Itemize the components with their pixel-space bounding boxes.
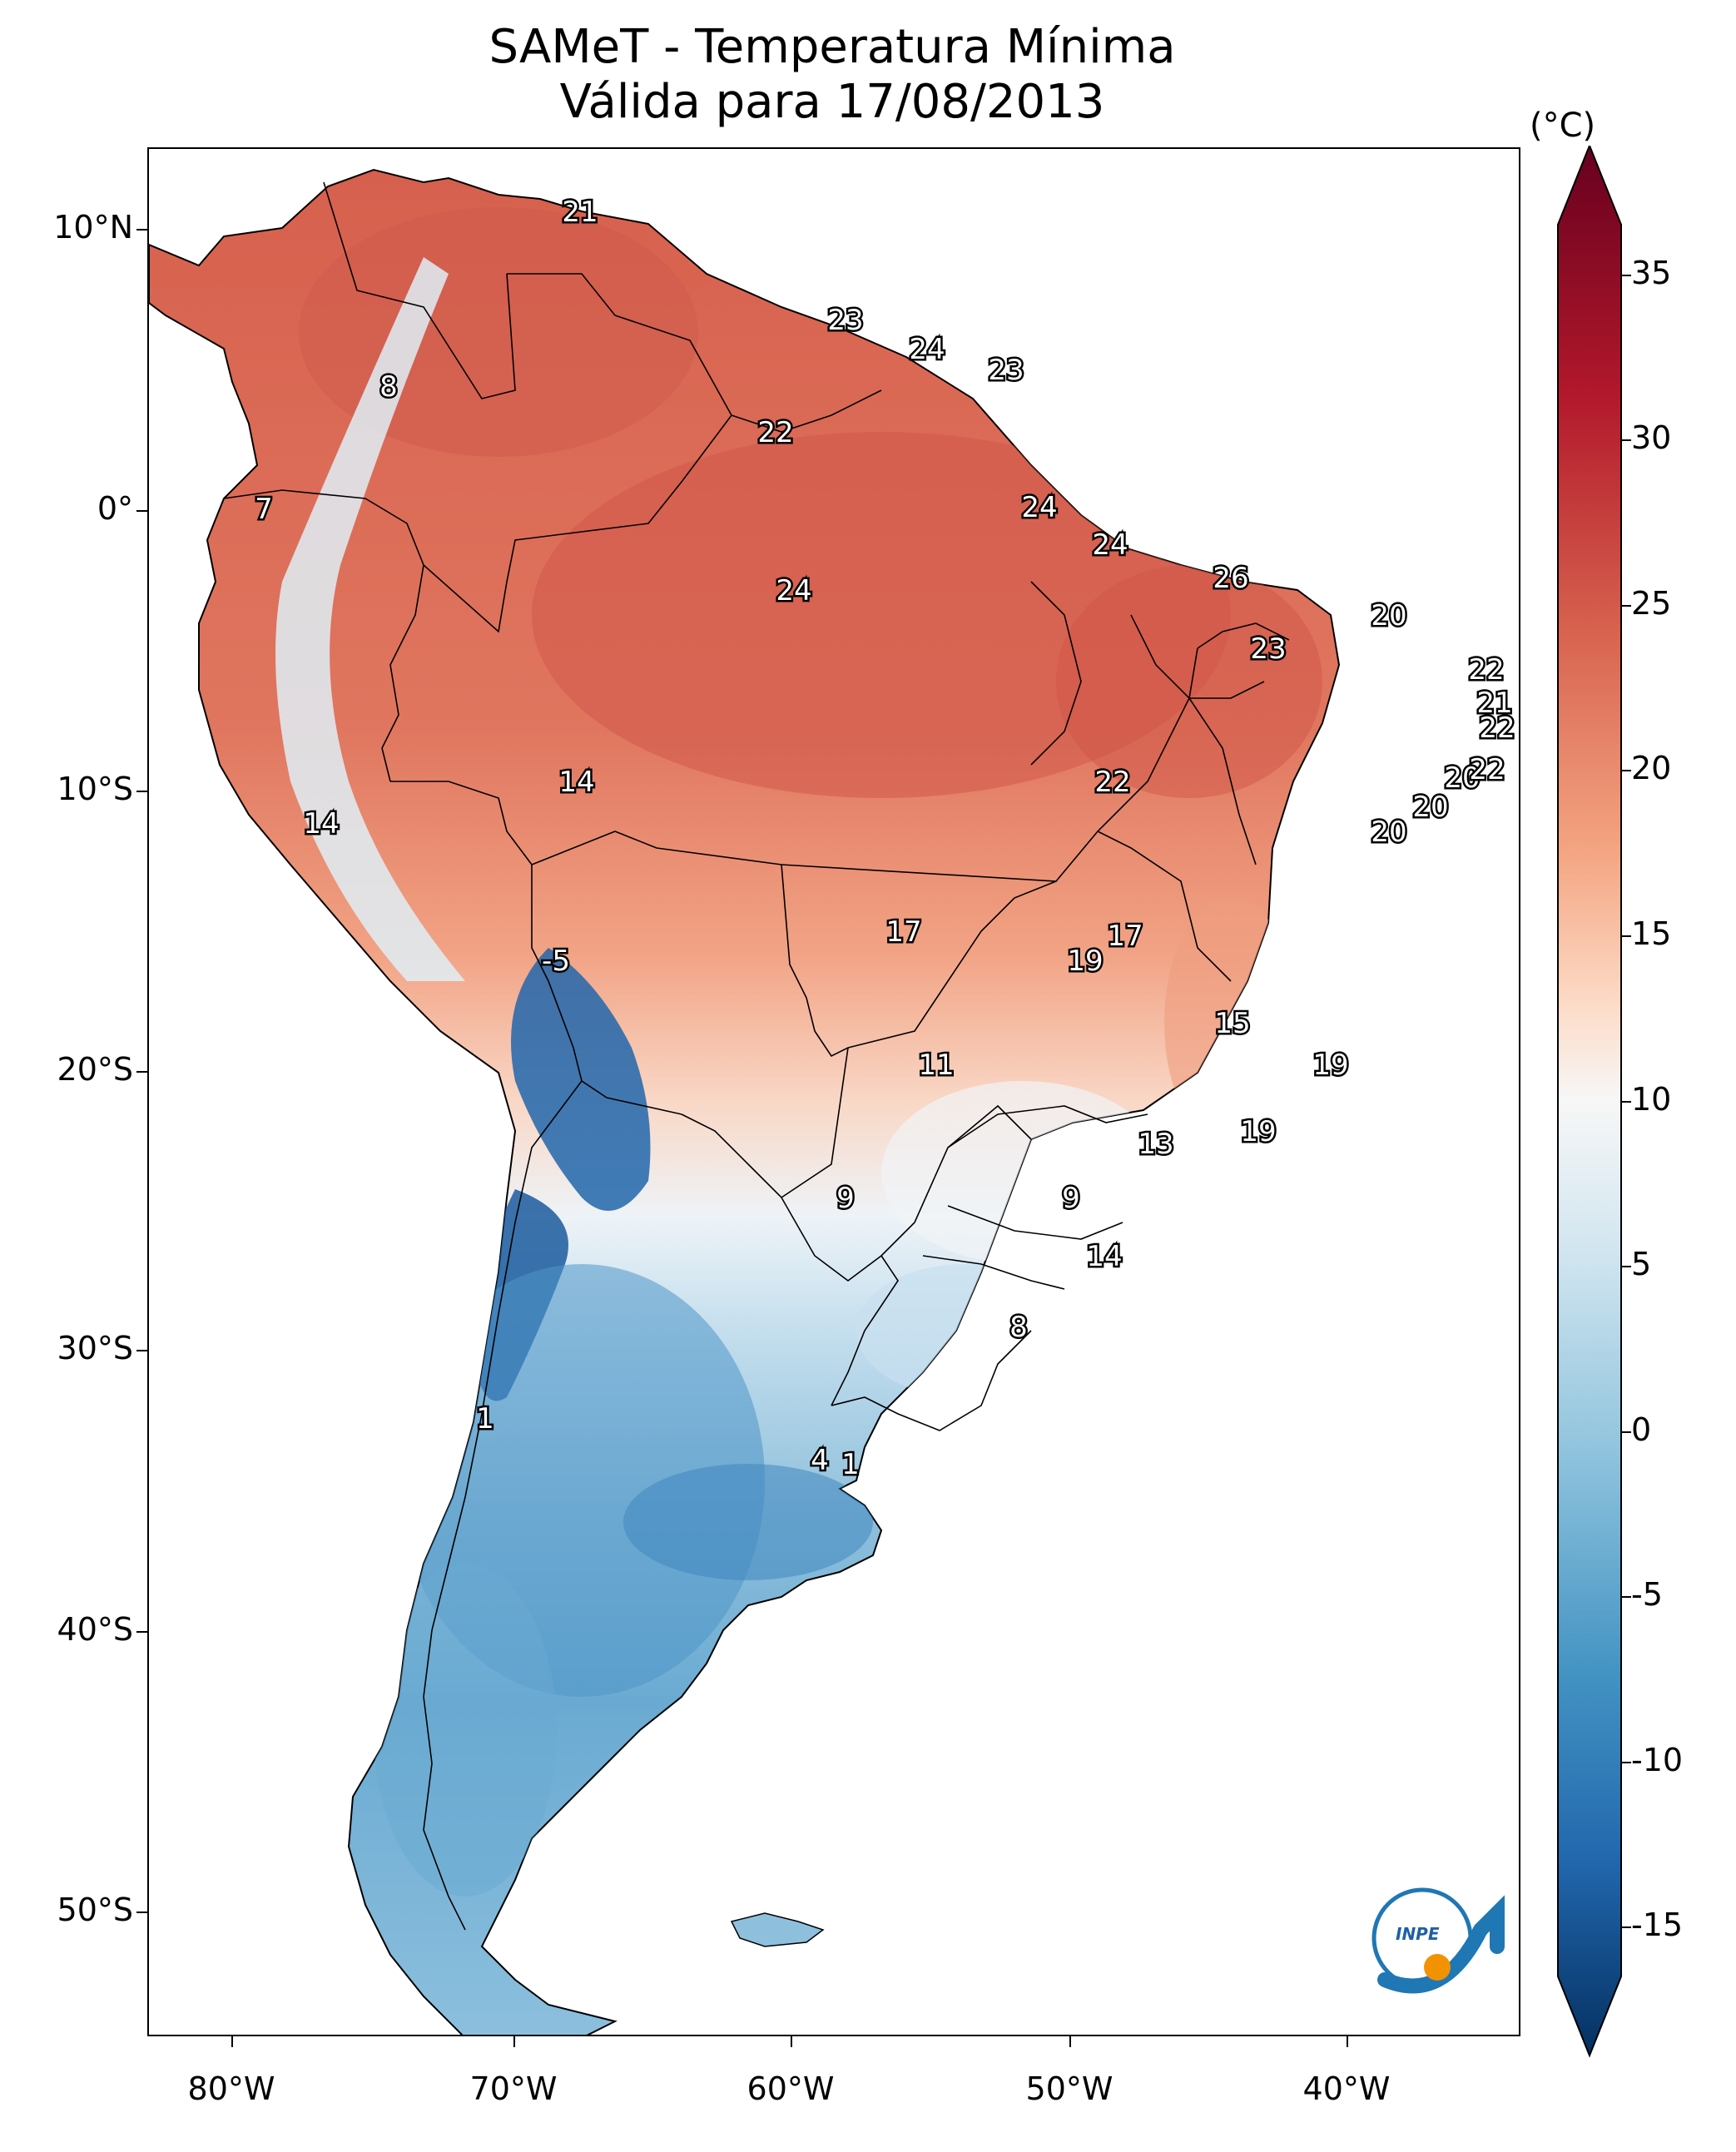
station-temperature-label: 20 bbox=[1444, 761, 1480, 795]
latitude-tick-mark bbox=[136, 1912, 147, 1913]
longitude-tick-label: 70°W bbox=[469, 2070, 558, 2107]
colorbar-tick-label: 35 bbox=[1631, 254, 1672, 291]
longitude-tick-mark bbox=[1347, 2036, 1348, 2047]
station-temperature-label: 9 bbox=[1062, 1182, 1080, 1215]
colorbar-tick-mark bbox=[1621, 439, 1631, 442]
station-temperature-label: 23 bbox=[1250, 632, 1286, 666]
latitude-tick-label: 40°S bbox=[57, 1611, 133, 1648]
station-temperature-label: -5 bbox=[542, 945, 570, 978]
station-temperature-label: 14 bbox=[1086, 1240, 1122, 1273]
latitude-tick-mark bbox=[136, 1631, 147, 1633]
title-line-1: SAMeT - Temperatura Mínima bbox=[489, 20, 1176, 74]
colorbar bbox=[1557, 146, 1622, 2058]
station-temperature-label: 20 bbox=[1412, 791, 1448, 824]
colorbar-tick-label: -5 bbox=[1631, 1576, 1663, 1614]
station-temperature-label: 14 bbox=[558, 766, 594, 799]
longitude-tick-mark bbox=[513, 2036, 515, 2047]
longitude-tick-mark bbox=[791, 2036, 792, 2047]
longitude-tick-label: 40°W bbox=[1302, 2070, 1391, 2107]
station-temperature-label: 22 bbox=[1094, 766, 1130, 799]
station-temperature-label: 8 bbox=[379, 370, 398, 404]
station-temperature-label: 24 bbox=[1021, 491, 1057, 524]
station-temperature-label: 4 bbox=[811, 1444, 829, 1477]
colorbar-tick-label: 0 bbox=[1631, 1411, 1652, 1448]
station-temperature-label: 24 bbox=[1092, 528, 1128, 562]
station-temperature-label: 26 bbox=[1213, 562, 1248, 595]
station-temperature-label: 21 bbox=[562, 196, 598, 229]
latitude-tick-label: 20°S bbox=[57, 1051, 133, 1088]
colorbar-tick-label: 10 bbox=[1631, 1080, 1672, 1118]
colorbar-tick-mark bbox=[1621, 1431, 1631, 1433]
station-temperature-label: 23 bbox=[988, 354, 1024, 387]
station-temperature-label: 22 bbox=[1469, 753, 1505, 786]
inpe-logo-icon: INPE bbox=[1371, 1887, 1505, 1994]
longitude-tick-mark bbox=[1069, 2036, 1071, 2047]
colorbar-tick-label: -10 bbox=[1631, 1741, 1684, 1778]
colorbar-tick-mark bbox=[1621, 1926, 1631, 1929]
latitude-tick-label: 50°S bbox=[57, 1892, 133, 1928]
station-temperature-label: 19 bbox=[1067, 945, 1103, 978]
station-temperature-label: 17 bbox=[885, 915, 921, 949]
colorbar-tick-mark bbox=[1621, 770, 1631, 772]
colorbar-tick-label: 5 bbox=[1631, 1246, 1652, 1283]
map-title: SAMeT - Temperatura Mínima Válida para 1… bbox=[0, 20, 1664, 130]
station-temperature-label: 14 bbox=[303, 807, 339, 840]
falkland-islands bbox=[730, 1912, 825, 1947]
colorbar-tick-label: 20 bbox=[1631, 750, 1672, 787]
latitude-tick-mark bbox=[136, 1350, 147, 1351]
station-temperature-label: 20 bbox=[1371, 816, 1406, 849]
colorbar-tick-mark bbox=[1621, 1761, 1631, 1763]
station-temperature-label: 22 bbox=[757, 416, 793, 449]
latitude-tick-mark bbox=[136, 229, 147, 231]
latitude-tick-label: 0° bbox=[97, 490, 133, 527]
colorbar-tick-mark bbox=[1621, 274, 1631, 276]
colorbar-tick-mark bbox=[1621, 1100, 1631, 1103]
colorbar-tick-label: 15 bbox=[1631, 915, 1672, 952]
longitude-tick-label: 80°W bbox=[187, 2070, 275, 2107]
station-temperature-label: 24 bbox=[909, 333, 945, 366]
colorbar-tick-mark bbox=[1621, 1596, 1631, 1599]
country-borders bbox=[223, 181, 1290, 1931]
station-temperature-label: 23 bbox=[827, 304, 863, 337]
title-line-2: Válida para 17/08/2013 bbox=[559, 75, 1105, 129]
latitude-tick-label: 30°S bbox=[57, 1330, 133, 1366]
latitude-tick-mark bbox=[136, 791, 147, 792]
temperature-field bbox=[275, 207, 1322, 1897]
station-temperature-label: 20 bbox=[1371, 599, 1406, 632]
station-temperature-label: 22 bbox=[1468, 653, 1504, 687]
colorbar-tick-label: 30 bbox=[1631, 419, 1672, 457]
colorbar-unit: (°C) bbox=[1530, 107, 1596, 145]
colorbar-tick-label: -15 bbox=[1631, 1907, 1684, 1944]
station-temperature-label: 7 bbox=[255, 493, 273, 526]
station-temperature-label: 17 bbox=[1107, 920, 1143, 953]
station-temperature-label: 19 bbox=[1240, 1115, 1276, 1148]
station-temperature-label: 1 bbox=[476, 1402, 494, 1435]
station-temperature-label: 13 bbox=[1138, 1128, 1173, 1161]
station-temperature-label: 24 bbox=[776, 574, 811, 607]
longitude-tick-label: 50°W bbox=[1025, 2070, 1114, 2107]
colorbar-tick-label: 25 bbox=[1631, 584, 1672, 622]
colorbar-tick-mark bbox=[1621, 604, 1631, 607]
inpe-logo-text: INPE bbox=[1396, 1924, 1440, 1944]
longitude-tick-label: 60°W bbox=[746, 2070, 835, 2107]
latitude-tick-mark bbox=[136, 1071, 147, 1073]
station-temperature-label: 8 bbox=[1009, 1311, 1028, 1344]
latitude-tick-mark bbox=[136, 510, 147, 512]
station-temperature-label: 11 bbox=[918, 1049, 954, 1082]
colorbar-tick-mark bbox=[1621, 1266, 1631, 1268]
station-temperature-label: 15 bbox=[1214, 1007, 1250, 1040]
station-temperature-label: 1 bbox=[841, 1448, 860, 1481]
station-temperature-label: 21 bbox=[1476, 687, 1512, 720]
station-temperature-label: 9 bbox=[836, 1182, 855, 1215]
latitude-tick-label: 10°N bbox=[53, 209, 133, 245]
latitude-tick-label: 10°S bbox=[57, 771, 133, 807]
longitude-tick-mark bbox=[231, 2036, 233, 2047]
map-panel: INPE 21 23 24 23 8 22 7 24 24 26 24 20 23 22 21 22 20 14 2… bbox=[147, 147, 1520, 2036]
station-temperature-label: 22 bbox=[1479, 712, 1515, 745]
colorbar-tick-mark bbox=[1621, 935, 1631, 937]
station-temperature-label: 19 bbox=[1312, 1049, 1348, 1082]
colorbar-body bbox=[1557, 146, 1622, 2058]
